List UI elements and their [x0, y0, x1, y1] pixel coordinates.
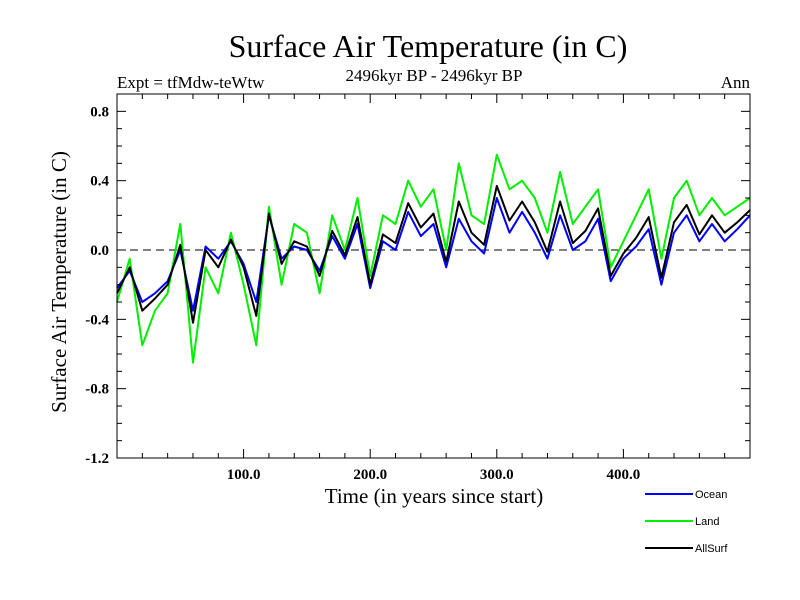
x-tick-label: 200.0	[353, 467, 387, 483]
legend-label-allsurf: AllSurf	[695, 543, 728, 555]
y-tick-label: 0.0	[90, 243, 109, 259]
x-tick-label: 400.0	[607, 467, 641, 483]
y-tick-label: -0.4	[85, 312, 109, 328]
y-tick-label: -1.2	[85, 451, 109, 467]
series-line-ocean	[116, 197, 751, 312]
axes: 100.0 200.0 300.0 400.0 -1.2 -0.8 -0.4 0.0 0.4 0.…	[85, 93, 751, 483]
chart-left-label: Expt = tfMdw-teWtw	[117, 73, 265, 92]
chart-title: Surface Air Temperature (in C)	[229, 28, 628, 64]
legend-label-ocean: Ocean	[695, 489, 727, 501]
chart-subtitle: 2496kyr BP - 2496kyr BP	[346, 66, 523, 85]
legend: Ocean Land AllSurf	[645, 489, 728, 555]
series-line-land	[116, 153, 751, 364]
y-axis-label: Surface Air Temperature (in C)	[47, 151, 71, 413]
chart-right-label: Ann	[721, 73, 751, 92]
x-tick-label: 100.0	[227, 467, 261, 483]
x-tick-label: 300.0	[480, 467, 514, 483]
plot-frame	[116, 93, 751, 459]
legend-label-land: Land	[695, 516, 719, 528]
x-axis-label: Time (in years since start)	[325, 484, 544, 508]
y-tick-label: 0.4	[90, 174, 109, 190]
series-line-allsurf	[116, 184, 751, 324]
plot-area	[116, 153, 751, 364]
y-tick-label: 0.8	[90, 104, 109, 120]
y-tick-label: -0.8	[85, 382, 109, 398]
